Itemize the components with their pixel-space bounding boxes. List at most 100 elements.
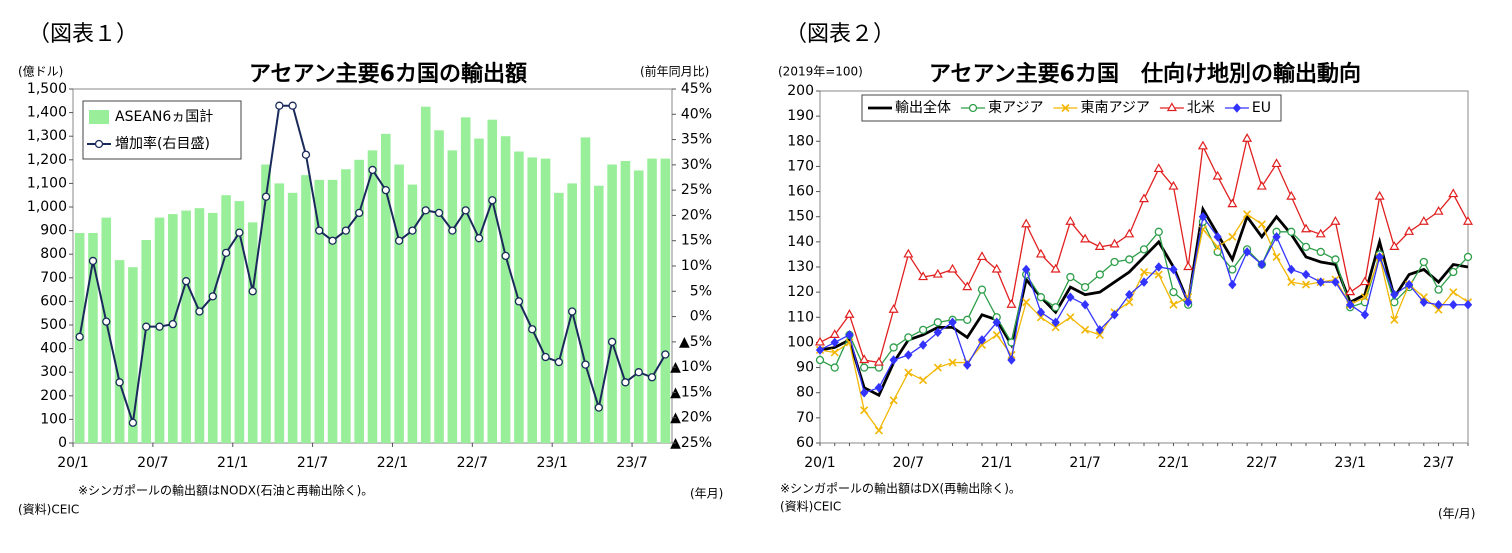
marker [1125,255,1134,264]
marker [1419,297,1428,307]
y-tick-label: 600 [40,293,67,309]
marker [1448,188,1459,198]
bar [128,267,138,443]
x-unit: (年月) [690,487,723,501]
x-tick-label: 23/7 [616,455,647,471]
y-tick-label: 60 [796,435,814,451]
marker [1316,277,1325,287]
bar [381,133,391,443]
y-tick-label: 140 [787,234,814,250]
marker [1242,247,1252,257]
marker [208,292,217,301]
legend-label: ASEAN6ヵ国計 [115,109,213,125]
chart-title: アセアン主要6カ国 仕向け地別の輸出動向 [929,61,1361,87]
y-tick-label: 150 [787,209,814,225]
x-tick-label: 23/1 [1334,455,1365,471]
y-tick-label: 200 [40,388,67,404]
y-tick-label: 110 [787,309,814,325]
x-tick-label: 20/1 [804,455,835,471]
marker [1080,299,1090,310]
y-tick-label: 900 [40,223,67,239]
marker [607,337,617,347]
marker [1360,293,1369,302]
marker [1061,103,1070,113]
bar [540,158,551,443]
marker [221,248,231,258]
marker [1212,170,1223,180]
bar [101,217,112,443]
marker [1433,205,1444,215]
marker [859,354,870,364]
marker [1375,252,1384,262]
bar [647,158,657,443]
marker [963,360,972,370]
marker [1301,242,1311,252]
y-tick-label: 100 [40,411,67,427]
marker [889,343,898,352]
marker [1286,190,1297,200]
marker [968,103,978,113]
marker [448,226,457,235]
x-tick-label: 22/7 [457,455,488,471]
x-tick-label: 21/1 [217,455,248,471]
marker [1287,264,1296,275]
marker [1154,227,1163,236]
y2-tick-label: 30% [681,157,712,173]
bar [607,164,617,443]
marker [874,382,884,393]
marker [1110,310,1119,320]
bar [474,138,484,443]
note: ※シンガポールの輸出額はNODX(石油と再輸出除く)。 [78,483,373,498]
marker [1166,102,1177,112]
bar [407,184,418,443]
marker [1330,216,1341,225]
marker [647,373,657,382]
y-tick-label: 80 [796,385,814,401]
marker [1462,216,1474,225]
marker [1169,287,1178,297]
marker [1051,323,1060,332]
marker [1287,227,1296,236]
marker [301,150,311,159]
y2-tick-label: ▲10% [670,359,712,375]
marker [1331,255,1340,264]
x-tick-label: 20/1 [57,455,88,471]
y-tick-label: 800 [40,246,67,262]
marker [128,418,138,427]
marker [918,340,928,350]
marker [554,357,564,367]
line [819,215,1468,394]
y2-tick-label: 15% [681,233,712,249]
legend-swatch [89,110,109,124]
marker [1198,211,1208,222]
x-tick-label: 21/1 [981,455,1012,471]
marker [94,139,104,149]
figure-label: （図表１） [28,22,138,47]
y-unit: (億ドル) [18,65,63,79]
x-tick-label: 23/1 [536,455,567,471]
marker [1036,313,1045,322]
marker [1139,245,1149,254]
marker [634,368,643,377]
marker [1463,252,1473,262]
marker [888,304,899,313]
marker [1138,193,1150,203]
marker [155,322,164,331]
marker [1257,259,1266,270]
marker [1418,216,1429,225]
marker [815,355,825,365]
marker [829,329,840,338]
marker [1449,288,1458,297]
bar [181,210,191,443]
marker [1228,279,1237,290]
bar [314,179,325,444]
y-tick-label: 700 [40,270,67,286]
marker [235,228,244,237]
marker [991,263,1002,273]
marker [501,251,510,261]
marker [1139,277,1149,287]
marker [408,226,417,235]
y-tick-label: 1,200 [27,152,67,168]
marker [1228,232,1237,241]
marker [947,263,958,273]
